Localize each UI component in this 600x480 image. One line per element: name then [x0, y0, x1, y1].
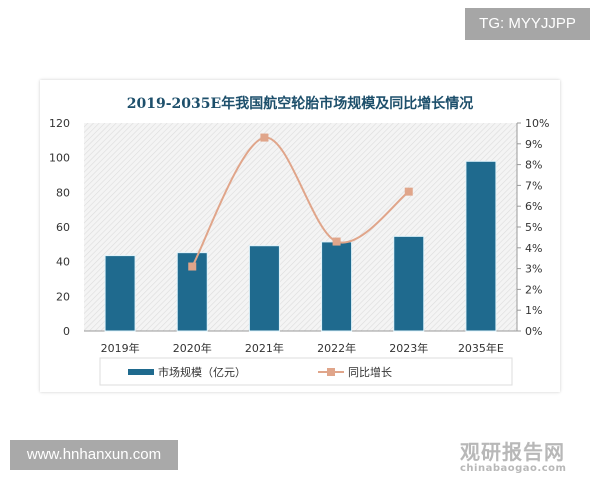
- y-right-tick-label: 8%: [525, 159, 542, 172]
- growth-point: [332, 237, 341, 246]
- chart: 2019-2035E年我国航空轮胎市场规模及同比增长情况 0 20 40 60 80 10…: [49, 95, 549, 386]
- y-right-tick-label: 9%: [525, 138, 542, 151]
- y-left-tick-label: 120: [49, 117, 70, 130]
- x-tick-label: 2035年E: [458, 341, 504, 355]
- bar: [393, 235, 425, 332]
- legend-box: [99, 357, 513, 386]
- y-left-tick-label: 100: [49, 152, 70, 165]
- y-right-tick-label: 3%: [525, 263, 542, 276]
- y-right-tick-label: 4%: [525, 242, 542, 255]
- y-right-tick-label: 2%: [525, 283, 542, 296]
- x-tick-label: 2023年: [389, 341, 428, 355]
- y-right-tick-label: 10%: [525, 117, 549, 130]
- x-tick-label: 2020年: [173, 341, 212, 355]
- legend-line-label: 同比增长: [348, 365, 392, 379]
- y-right-tick-label: 7%: [525, 179, 542, 192]
- y-left-tick-label: 40: [56, 256, 70, 269]
- growth-point: [404, 187, 413, 196]
- legend-line-marker: [327, 368, 335, 376]
- y-left-tick-label: 80: [56, 186, 70, 199]
- plot-background: [84, 123, 517, 331]
- x-tick-label: 2019年: [101, 341, 140, 355]
- chart-frame: 2019-2035E年我国航空轮胎市场规模及同比增长情况 0 20 40 60 80 10…: [40, 80, 566, 474]
- x-tick-label: 2022年: [317, 341, 356, 355]
- bar: [465, 160, 497, 332]
- legend-bar-label: 市场规模（亿元）: [158, 365, 246, 379]
- source-logo: 观研报告网 chinabaogao.com: [460, 440, 567, 474]
- y-right-tick-label: 1%: [525, 304, 542, 317]
- bar: [176, 252, 208, 332]
- bar: [104, 255, 136, 332]
- bar: [248, 245, 280, 332]
- legend-bar-swatch: [128, 369, 154, 375]
- chart-title: 2019-2035E年我国航空轮胎市场规模及同比增长情况: [127, 95, 473, 112]
- y-left-tick-label: 60: [56, 221, 70, 234]
- watermark-top: TG: MYYJJPP: [465, 8, 590, 40]
- y-left-tick-label: 20: [56, 290, 70, 303]
- y-right-tick-label: 6%: [525, 200, 542, 213]
- y-right-tick-label: 0%: [525, 325, 542, 338]
- y-left-tick-label: 0: [63, 325, 70, 338]
- watermark-bottom: www.hnhanxun.com: [10, 440, 178, 470]
- growth-line: [191, 136, 410, 268]
- y-right-tick-label: 5%: [525, 221, 542, 234]
- growth-point: [188, 262, 197, 271]
- growth-point: [260, 133, 269, 142]
- bar: [321, 241, 353, 332]
- x-tick-label: 2021年: [245, 341, 284, 355]
